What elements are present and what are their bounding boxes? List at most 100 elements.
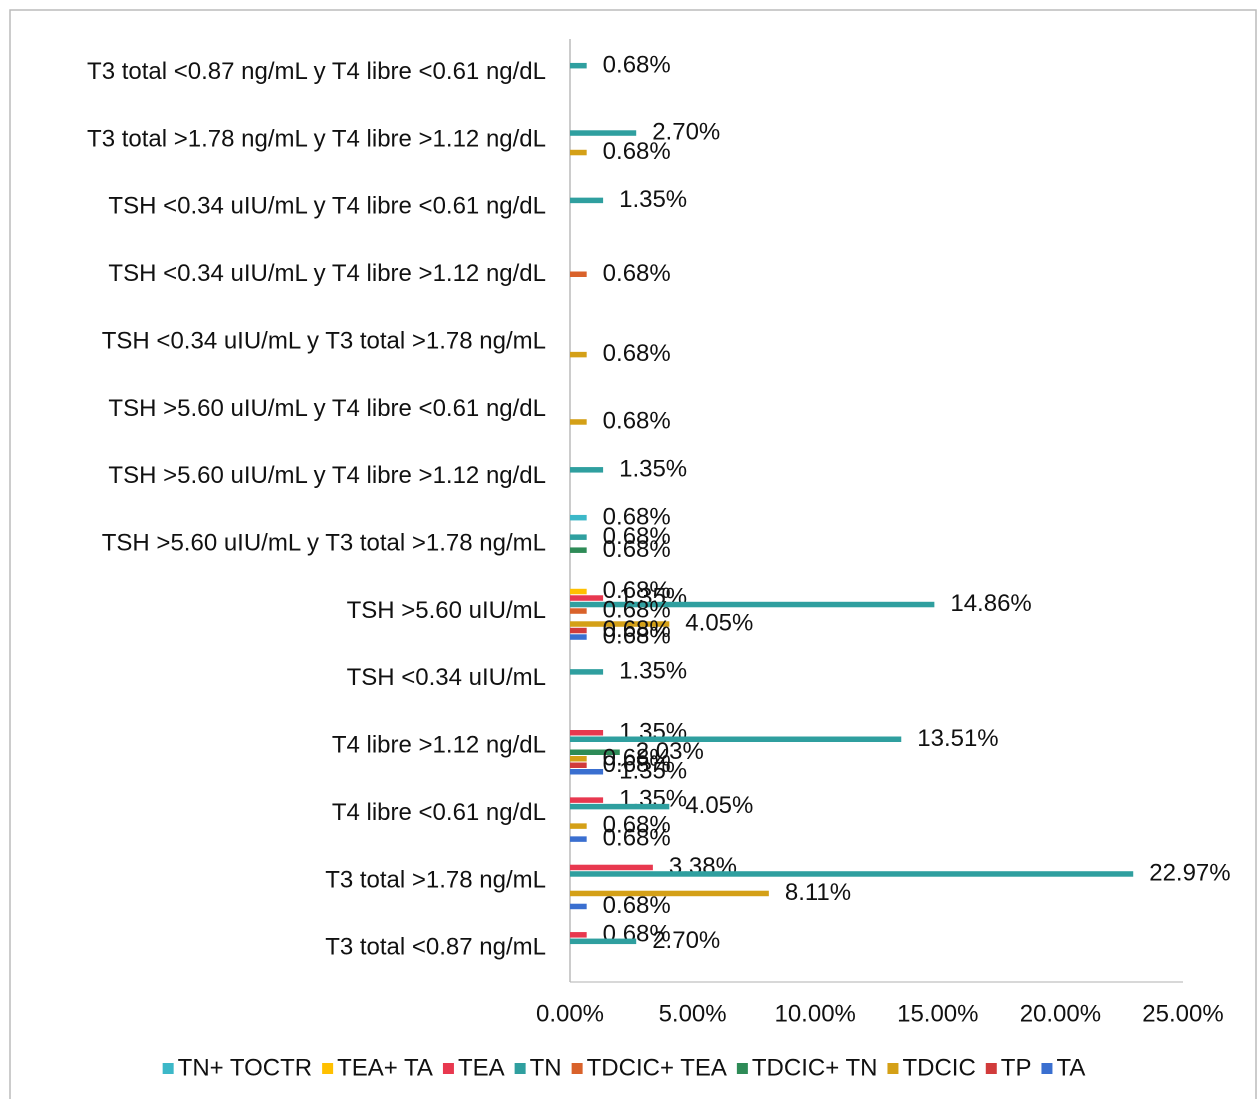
- legend-label: TN+ TOCTR: [178, 1054, 312, 1081]
- bar: [570, 864, 653, 871]
- data-label: 0.68%: [603, 825, 671, 852]
- x-tick-label: 25.00%: [1142, 1000, 1223, 1027]
- bar: [570, 588, 587, 595]
- bar: [570, 871, 1134, 877]
- y-tick-label: T4 libre <0.61 ng/dL: [332, 799, 546, 826]
- data-label: 0.68%: [603, 523, 671, 550]
- bar: [570, 762, 587, 768]
- bar: [570, 351, 587, 358]
- data-label: 0.68%: [603, 536, 671, 563]
- bar: [570, 730, 604, 736]
- legend-label: TP: [1001, 1054, 1032, 1081]
- y-tick-label: T3 total <0.87 ng/mL y T4 libre <0.61 ng…: [87, 58, 546, 85]
- data-label: 1.35%: [619, 455, 687, 482]
- data-label: 1.35%: [619, 657, 687, 684]
- bar: [570, 797, 604, 803]
- bar: [570, 669, 604, 675]
- bar: [570, 938, 637, 945]
- x-tick-label: 0.00%: [536, 1000, 604, 1027]
- bar: [570, 601, 935, 608]
- legend-marker: [162, 1063, 174, 1074]
- data-label: 22.97%: [1149, 860, 1230, 887]
- data-label: 0.68%: [603, 623, 671, 650]
- data-label: 1.35%: [619, 186, 687, 213]
- data-label: 0.68%: [603, 503, 671, 530]
- bar: [570, 932, 587, 938]
- bar: [570, 595, 604, 601]
- x-tick-label: 15.00%: [897, 1000, 978, 1027]
- y-tick-label: TSH <0.34 uIU/mL y T4 libre >1.12 ng/dL: [108, 260, 546, 287]
- y-tick-label: T3 total >1.78 ng/mL: [325, 866, 546, 893]
- y-tick-label: TSH >5.60 uIU/mL y T3 total >1.78 ng/mL: [102, 530, 546, 557]
- bar: [570, 756, 587, 762]
- data-label: 2.70%: [652, 119, 720, 146]
- legend-marker: [1041, 1063, 1053, 1074]
- bar: [570, 736, 902, 742]
- data-label: 4.05%: [685, 610, 753, 637]
- bar: [570, 890, 769, 897]
- bar: [570, 627, 587, 634]
- data-label: 0.68%: [603, 340, 671, 367]
- data-label: 0.68%: [603, 260, 671, 287]
- data-label: 8.11%: [785, 879, 851, 906]
- data-label: 1.35%: [619, 757, 687, 784]
- data-label: 0.68%: [603, 751, 671, 778]
- bar: [570, 271, 587, 277]
- legend-label: TDCIC+ TEA: [587, 1054, 727, 1081]
- bar: [570, 836, 587, 842]
- bar: [570, 514, 587, 521]
- legend-marker: [985, 1063, 997, 1074]
- data-label: 2.70%: [652, 927, 720, 954]
- legend-label: TDCIC: [902, 1054, 975, 1081]
- bar: [570, 749, 620, 755]
- bar: [570, 130, 637, 136]
- data-label: 13.51%: [917, 725, 998, 752]
- legend-marker: [322, 1063, 334, 1074]
- bar: [570, 769, 604, 775]
- x-tick-label: 5.00%: [659, 1000, 727, 1027]
- data-label: 2.03%: [636, 738, 704, 765]
- y-tick-label: T3 total >1.78 ng/mL y T4 libre >1.12 ng…: [87, 125, 546, 152]
- data-label: 0.68%: [603, 597, 671, 624]
- data-label: 14.86%: [950, 590, 1031, 617]
- x-tick-label: 20.00%: [1020, 1000, 1101, 1027]
- legend-marker: [571, 1063, 583, 1074]
- legend-marker: [736, 1063, 748, 1074]
- bar: [570, 547, 587, 553]
- y-tick-label: T3 total <0.87 ng/mL: [325, 934, 546, 961]
- data-label: 4.05%: [685, 792, 753, 819]
- bar: [570, 608, 587, 614]
- data-label: 0.68%: [603, 138, 671, 165]
- bar: [570, 823, 587, 829]
- data-label: 0.68%: [603, 616, 671, 643]
- bar: [570, 634, 587, 640]
- data-label: 0.68%: [603, 408, 671, 435]
- y-tick-label: T4 libre >1.12 ng/dL: [332, 732, 546, 759]
- y-tick-label: TSH <0.34 uIU/mL: [347, 664, 546, 691]
- y-tick-label: TSH >5.60 uIU/mL y T4 libre <0.61 ng/dL: [108, 395, 546, 422]
- bar: [570, 149, 587, 156]
- data-label: 0.68%: [603, 577, 671, 604]
- legend-marker: [887, 1063, 899, 1074]
- x-tick-label: 10.00%: [774, 1000, 855, 1027]
- legend-label: TEA: [458, 1054, 505, 1081]
- bar: [570, 62, 587, 69]
- data-label: 0.68%: [603, 812, 671, 839]
- legend-label: TDCIC+ TN: [752, 1054, 878, 1081]
- bar: [570, 621, 670, 627]
- bar: [570, 534, 587, 540]
- data-label: 0.68%: [603, 51, 671, 78]
- bar: [570, 903, 587, 910]
- data-label: 0.68%: [603, 744, 671, 771]
- y-tick-label: TSH <0.34 uIU/mL y T4 libre <0.61 ng/dL: [108, 193, 546, 220]
- legend-marker: [442, 1063, 454, 1074]
- chart-frame: [9, 9, 1257, 1099]
- legend-label: TA: [1056, 1054, 1085, 1081]
- bar: [570, 467, 604, 473]
- y-tick-label: TSH <0.34 uIU/mL y T3 total >1.78 ng/mL: [102, 327, 546, 354]
- legend-label: TN: [530, 1054, 562, 1081]
- y-tick-label: TSH >5.60 uIU/mL: [347, 597, 546, 624]
- bar: [570, 419, 587, 425]
- data-label: 0.68%: [603, 892, 671, 919]
